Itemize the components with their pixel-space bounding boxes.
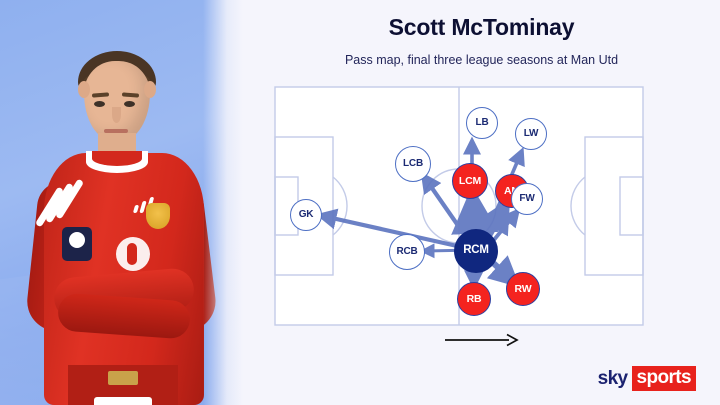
page-subtitle: Pass map, final three league seasons at … — [344, 53, 619, 67]
player-mouth — [104, 129, 128, 133]
pass-arrow-rw — [486, 255, 521, 288]
player-eye-left — [94, 101, 105, 107]
node-label: LB — [475, 117, 489, 128]
pass-map-node-lcm[interactable]: LCM — [452, 163, 488, 199]
node-label: RW — [514, 282, 532, 295]
direction-of-play-indicator — [243, 333, 720, 352]
pass-map-node-rcb[interactable]: RCB — [389, 234, 425, 270]
sky-sports-logo: sky sports — [598, 366, 696, 391]
sponsor-logo-icon — [116, 237, 150, 271]
logo-sky-text: sky — [597, 367, 629, 389]
logo-sports-text: sports — [631, 366, 696, 391]
node-label: GK — [298, 209, 314, 220]
node-label: LCB — [403, 158, 423, 169]
pass-map: GK LCB RCB LB LW LCM AM FW RB RW RCM — [273, 85, 673, 327]
pass-map-node-lb[interactable]: LB — [466, 107, 498, 139]
player-eye-right — [124, 101, 135, 107]
content-area: Scott McTominay Pass map, final three le… — [243, 0, 720, 405]
node-label: FW — [519, 193, 535, 204]
player-photo-panel — [0, 0, 243, 405]
node-label: RCM — [463, 244, 489, 257]
node-label: RB — [466, 292, 482, 305]
pass-map-node-gk[interactable]: GK — [290, 199, 322, 231]
manchester-united-crest-icon — [146, 203, 170, 229]
pass-map-node-rcm[interactable]: RCM — [454, 229, 498, 273]
pass-map-node-rw[interactable]: RW — [506, 272, 540, 306]
player-nose — [112, 107, 121, 123]
player-ear-left — [78, 81, 90, 98]
panel-edge-fade — [203, 0, 243, 405]
node-label: LCM — [458, 174, 482, 187]
pass-map-node-fw[interactable]: FW — [511, 183, 543, 215]
pass-map-node-lw[interactable]: LW — [515, 118, 547, 150]
pass-map-node-lcb[interactable]: LCB — [395, 146, 431, 182]
player-shorts — [94, 397, 152, 405]
premier-league-badge-icon — [62, 227, 92, 261]
player-ear-right — [144, 81, 156, 98]
page-title: Scott McTominay — [388, 14, 575, 40]
pass-arrow-gk — [315, 208, 476, 253]
arrow-right-icon — [444, 333, 519, 347]
player-photo — [24, 35, 219, 405]
adidas-waist-tag-icon — [108, 371, 138, 385]
player-collar — [86, 151, 148, 173]
node-label: RCB — [396, 246, 418, 257]
pass-map-node-rb[interactable]: RB — [457, 282, 491, 316]
node-label: LW — [523, 128, 539, 139]
